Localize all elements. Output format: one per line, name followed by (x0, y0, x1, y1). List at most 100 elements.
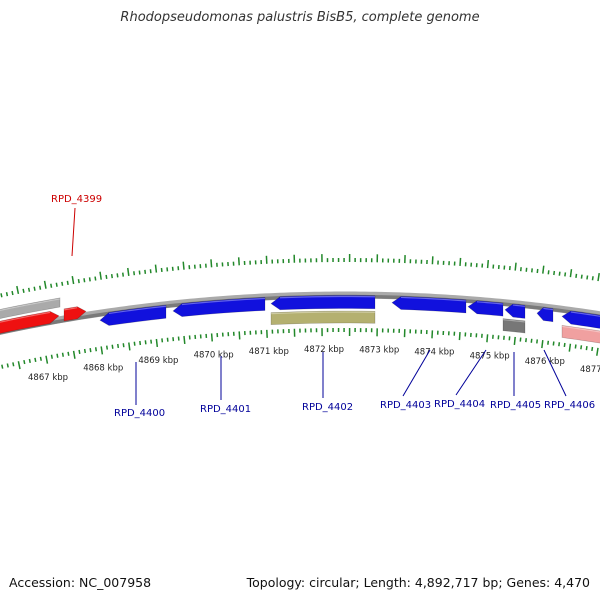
tick-inner (23, 359, 26, 365)
kbp-label: 4868 kbp (83, 364, 123, 374)
tick-inner (122, 343, 125, 348)
kbp-label: 4867 kbp (28, 373, 68, 383)
tick-outer (22, 288, 25, 293)
gene-rpd-4399 (63, 306, 87, 322)
tick-inner (117, 343, 120, 349)
pseudo-rpd-4405-highlight (502, 319, 526, 323)
tick-outer (33, 286, 36, 291)
gene-rpd-4405 (504, 303, 526, 319)
tick-outer (5, 292, 9, 297)
gene-grey-partial (0, 297, 61, 319)
gene-labels: RPD_4399 RPD_4400 RPD_4401 RPD_4402 RPD_4403… (51, 194, 595, 419)
tick-inner (238, 331, 241, 340)
gene-rpd-4403 (391, 296, 467, 314)
kbp-label: 4873 kbp (359, 345, 399, 355)
pseudo-rpd-4405 (502, 318, 526, 334)
gene-rpd-4401 (172, 297, 266, 317)
tick-outer (542, 265, 545, 274)
tick-inner (210, 333, 213, 342)
tick-inner (183, 335, 186, 345)
tick-inner (39, 356, 42, 361)
tick-inner (72, 350, 76, 359)
tick-outer (16, 285, 20, 295)
tick-inner (50, 354, 53, 359)
tick-inner (45, 355, 49, 364)
tick-outer (569, 269, 573, 278)
tick-outer (71, 275, 75, 285)
tick-inner (61, 352, 64, 357)
gene-rpd-4407 (561, 310, 600, 329)
tick-outer (116, 273, 119, 278)
rna-rpd-4402-highlight (270, 311, 376, 315)
tick-inner (591, 346, 594, 352)
kbp-labels: 4867 kbp 4868 kbp 4869 kbp 4870 kbp 4871 kbp… (28, 345, 600, 383)
tick-outer (127, 267, 130, 277)
gene-label: RPD_4400 (114, 408, 165, 419)
gene-pink-partial (561, 325, 600, 344)
tick-inner (12, 362, 15, 367)
tick-outer (110, 274, 113, 279)
tick-outer (210, 259, 213, 268)
tick-inner (458, 332, 461, 341)
tick-inner (155, 338, 159, 348)
tick-outer (11, 290, 14, 296)
tick-outer (77, 279, 80, 284)
kbp-label: 4870 kbp (194, 351, 234, 361)
tick-inner (105, 345, 109, 350)
tick-outer (575, 273, 578, 278)
tick-outer (55, 282, 58, 287)
tick-outer (591, 276, 594, 281)
tick-inner (513, 336, 516, 345)
tick-inner (89, 348, 92, 353)
tick-outer (237, 257, 240, 266)
tick-inner (28, 358, 31, 364)
kbp-label: 4869 kbp (138, 356, 178, 366)
tick-inner (552, 341, 555, 346)
gene-rpd-4402-highlight (279, 295, 376, 299)
gene-rpd-4404 (467, 300, 504, 317)
gene-label: RPD_4405 (490, 400, 541, 411)
tick-outer (88, 277, 91, 282)
tick-inner (67, 351, 70, 356)
kbp-label: 4872 kbp (304, 345, 344, 355)
tick-outer (597, 273, 600, 282)
gene-rpd-4400 (99, 304, 167, 326)
accession-text: Accession: NC_007958 (9, 575, 152, 590)
label-leader-line (455, 349, 487, 396)
tick-inner (100, 346, 104, 355)
gene-rpd-4398-highlight (0, 311, 51, 323)
tick-outer (564, 272, 567, 277)
gene-pink-partial-highlight (561, 325, 600, 333)
tick-outer (459, 257, 462, 266)
tick-inner (94, 347, 98, 352)
tick-outer (154, 264, 158, 273)
kbp-label: 4876 kbp (525, 357, 565, 367)
tick-outer (94, 276, 97, 281)
gene-label: RPD_4403 (380, 400, 431, 411)
label-leader-line (71, 207, 76, 257)
tick-inner (574, 344, 577, 349)
gene-grey-partial-highlight (0, 298, 61, 312)
gene-rpd-4406-highlight (543, 307, 554, 311)
tick-outer (122, 272, 125, 277)
genome-summary-text: Topology: circular; Length: 4,892,717 bp… (246, 575, 590, 590)
tick-outer (514, 262, 517, 271)
tick-inner (596, 347, 599, 356)
map-title: Rhodopseudomonas palustris BisB5, comple… (120, 10, 480, 25)
rna-rpd-4402 (270, 310, 376, 325)
gene-rpd-4403-highlight (400, 296, 467, 302)
tick-outer (61, 281, 64, 286)
gene-rpd-4400-highlight (108, 305, 167, 315)
tick-inner (133, 341, 136, 346)
gene-label: RPD_4402 (302, 402, 353, 413)
tick-inner (83, 348, 87, 354)
tick-outer (0, 293, 3, 298)
tick-inner (128, 342, 131, 351)
tick-inner (78, 349, 81, 355)
tick-outer (133, 271, 136, 276)
tick-outer (39, 285, 42, 290)
tick-outer (27, 287, 31, 292)
tick-outer (43, 280, 47, 289)
gene-label: RPD_4404 (434, 399, 485, 410)
gene-rpd-4401-highlight (181, 297, 266, 306)
